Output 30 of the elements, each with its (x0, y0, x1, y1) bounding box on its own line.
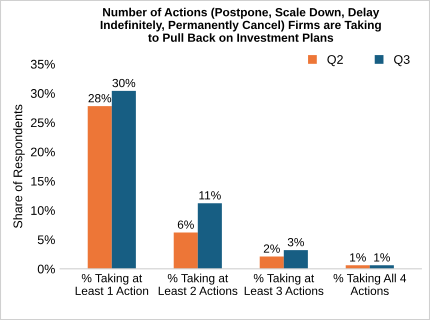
bar (260, 256, 284, 269)
bar (112, 90, 136, 269)
y-tick-label: 10% (31, 206, 55, 215)
bar (88, 106, 112, 269)
bar (284, 250, 308, 269)
y-tick-label: 35% (30, 60, 55, 69)
y-tick-label: 5% (38, 235, 55, 244)
legend-label: Q2 (327, 55, 343, 66)
x-tick-label: % Taking at Least 1 Action (76, 274, 148, 296)
y-tick-label: 20% (30, 148, 55, 156)
data-label: 6% (178, 220, 194, 229)
chart-title: Number of Actions (Postpone, Scale Down, Delay Indefinitely, Permanently Cancel) Firms are Taking to Pull Back on Investment Plans (100, 8, 381, 42)
data-label: 2% (264, 244, 280, 253)
x-tick-label: % Taking All 4 Actions (334, 274, 406, 296)
data-label: 1% (350, 253, 366, 262)
y-axis-title: Share of Respondents (13, 104, 25, 228)
y-tick-label: 15% (31, 176, 55, 186)
bar (174, 232, 198, 269)
data-label: 1% (374, 253, 390, 262)
data-label: 30% (112, 78, 136, 88)
x-tick-label: % Taking at Least 3 Actions (244, 274, 324, 296)
data-label: 28% (88, 94, 112, 102)
y-tick-label: 30% (30, 89, 55, 98)
y-tick-label: 25% (30, 118, 55, 128)
data-label: 11% (199, 191, 221, 200)
bar (198, 203, 222, 269)
legend-label: Q3 (394, 55, 410, 66)
x-tick-label: % Taking at Least 2 Actions (158, 274, 238, 296)
y-tick-label: 0% (38, 264, 55, 274)
data-label: 3% (288, 238, 304, 246)
